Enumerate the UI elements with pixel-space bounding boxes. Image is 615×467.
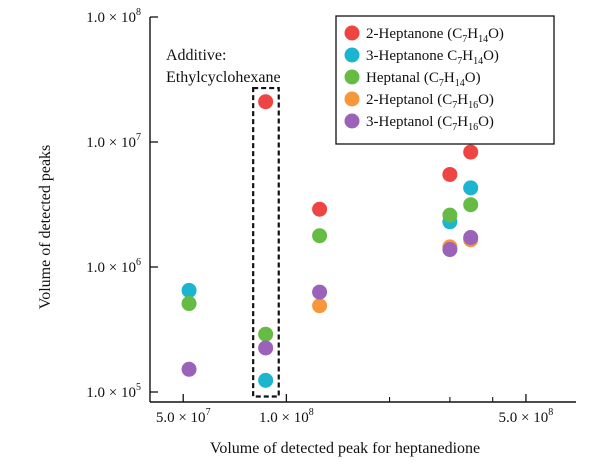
y-tick-label: 1.0 × 106	[86, 257, 141, 276]
x-tick-label: 5.0 × 108	[499, 407, 554, 426]
scatter-point-series-2	[463, 180, 479, 196]
y-tick-exponent: 5	[136, 382, 141, 393]
scatter-points	[181, 94, 479, 388]
y-tick-label: 1.0 × 105	[86, 382, 141, 401]
scatter-point-series-5	[312, 284, 328, 300]
y-tick-exponent: 6	[136, 257, 141, 268]
legend-box	[335, 15, 555, 145]
y-tick-mantissa: 1.0 × 10	[86, 10, 136, 26]
x-tick-label: 1.0 × 108	[259, 407, 314, 426]
legend-marker	[344, 113, 360, 129]
x-tick-mantissa: 5.0 × 10	[156, 410, 206, 426]
y-axis-title: Volume of detected peaks	[37, 145, 54, 310]
x-tick-label: 5.0 × 107	[156, 407, 211, 426]
legend-marker	[344, 25, 360, 41]
legend-label: 2-Heptanone (C7H14O)	[366, 26, 504, 45]
annotation-line2: Ethylcyclohexane	[166, 69, 281, 86]
y-tick-mantissa: 1.0 × 10	[86, 385, 136, 401]
scatter-point-series-1	[312, 201, 328, 217]
x-axis-title: Volume of detected peak for heptanedione	[210, 440, 480, 457]
annotation: Additive: Ethylcyclohexane	[166, 47, 281, 398]
annotation-line1: Additive:	[166, 47, 226, 64]
y-tick-label: 1.0 × 107	[86, 132, 141, 151]
scatter-point-series-5	[463, 230, 479, 246]
scatter-point-series-1	[463, 144, 479, 160]
legend-marker	[344, 47, 360, 63]
scatter-point-series-3	[181, 296, 197, 312]
scatter-point-series-1	[258, 94, 274, 110]
legend-marker	[344, 69, 360, 85]
x-tick-mantissa: 1.0 × 10	[259, 410, 309, 426]
x-tick-exponent: 8	[548, 407, 553, 418]
x-tick-mantissa: 5.0 × 10	[499, 410, 549, 426]
legend-label: 2-Heptanol (C7H16O)	[366, 92, 494, 111]
scatter-point-series-1	[442, 166, 458, 182]
legend-label: Heptanal (C7H14O)	[366, 70, 481, 89]
x-tick-exponent: 7	[206, 407, 211, 418]
scatter-point-series-5	[258, 340, 274, 356]
scatter-point-series-3	[258, 326, 274, 342]
y-tick-mantissa: 1.0 × 10	[86, 135, 136, 151]
x-tick-exponent: 8	[309, 407, 314, 418]
scatter-point-series-2	[181, 282, 197, 298]
scatter-point-series-5	[181, 361, 197, 377]
y-tick-exponent: 8	[136, 7, 141, 18]
annotation-dashed-box	[252, 86, 280, 398]
legend-label: 3-Heptanone C7H14O)	[366, 48, 499, 67]
scatter-point-series-2	[258, 372, 274, 388]
scatter-point-series-5	[442, 242, 458, 258]
scatter-point-series-4	[312, 298, 328, 314]
legend-marker	[344, 91, 360, 107]
scatter-point-series-3	[442, 207, 458, 223]
scatter-point-series-3	[463, 197, 479, 213]
y-tick-mantissa: 1.0 × 10	[86, 260, 136, 276]
y-tick-exponent: 7	[136, 132, 141, 143]
legend-label: 3-Heptanol (C7H16O)	[366, 114, 494, 133]
scatter-point-series-3	[312, 228, 328, 244]
legend: 2-Heptanone (C7H14O) 3-Heptanone C7H14O) H…	[335, 15, 555, 145]
y-tick-label: 1.0 × 108	[86, 7, 141, 26]
